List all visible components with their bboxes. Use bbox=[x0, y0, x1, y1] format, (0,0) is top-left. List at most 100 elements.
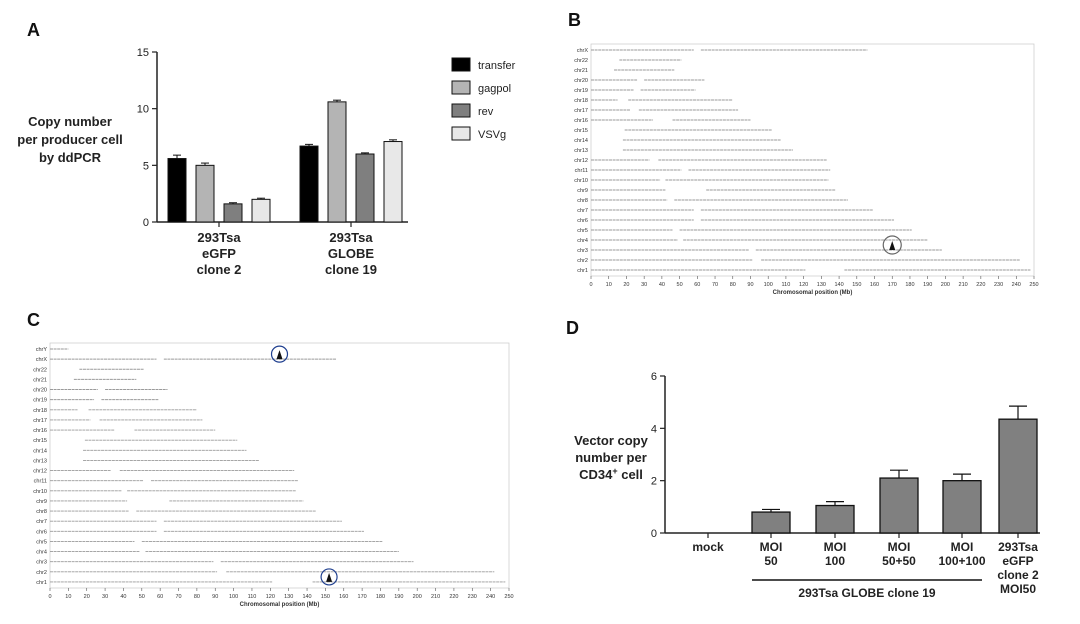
y-tick-label: 4 bbox=[651, 423, 657, 435]
x-tick-label: 110 bbox=[248, 594, 257, 600]
peak-highlight-circle bbox=[270, 345, 289, 363]
bar-transfer bbox=[167, 158, 187, 223]
bar bbox=[998, 418, 1038, 534]
bar bbox=[751, 511, 791, 534]
chromosome-label-chr22: chr22 bbox=[574, 58, 588, 64]
group-label-line: clone 2 bbox=[197, 262, 242, 277]
chromosome-label-chr13: chr13 bbox=[574, 148, 588, 154]
x-tick-label: 210 bbox=[431, 594, 440, 600]
y-axis-label-line: number per bbox=[575, 450, 647, 465]
x-tick-label: 40 bbox=[659, 282, 665, 288]
category-label-line: MOI bbox=[888, 540, 911, 554]
legend-swatch-VSVg bbox=[451, 126, 471, 141]
y-axis-label-line: per producer cell bbox=[17, 132, 122, 147]
x-tick-label: 70 bbox=[712, 282, 718, 288]
bar-VSVg bbox=[251, 198, 271, 223]
chromosome-label-chr8: chr8 bbox=[577, 198, 588, 204]
panel-c-chromosome-plot: chrYchrXchr22chr21chr20chr19chr18chr17ch… bbox=[33, 342, 514, 608]
panel-a-bar-chart: 0 5 10 15 Copy number per producer cell by ddP… bbox=[17, 47, 515, 277]
chromosome-label-chr14: chr14 bbox=[574, 138, 588, 144]
x-tick-label: 60 bbox=[157, 594, 163, 600]
y-tick-label: 6 bbox=[651, 371, 657, 383]
chromosome-label-chr16: chr16 bbox=[574, 118, 588, 124]
legend-label-VSVg: VSVg bbox=[478, 129, 506, 141]
chromosome-label-chr2: chr2 bbox=[36, 570, 47, 576]
panel-label-b: B bbox=[568, 10, 581, 30]
category-label-line: eGFP bbox=[1002, 554, 1033, 568]
x-tick-label: 210 bbox=[959, 282, 968, 288]
group-label: 293Tsa GLOBE clone 19 bbox=[798, 586, 935, 600]
x-tick-label: 180 bbox=[376, 594, 385, 600]
chromosome-label-chr16: chr16 bbox=[33, 428, 47, 434]
y-tick-label: 5 bbox=[143, 160, 149, 172]
y-axis-label-part: + bbox=[612, 466, 617, 476]
x-tick-label: 240 bbox=[1012, 282, 1021, 288]
category-label-line: clone 2 bbox=[997, 568, 1039, 582]
x-tick-label: 130 bbox=[284, 594, 293, 600]
chromosome-label-chr4: chr4 bbox=[36, 550, 47, 556]
chromosome-label-chr18: chr18 bbox=[574, 98, 588, 104]
x-axis-title: Chromosomal position (Mb) bbox=[240, 602, 320, 608]
x-tick-label: 190 bbox=[394, 594, 403, 600]
panel-label-d: D bbox=[566, 318, 579, 338]
chromosome-label-chr10: chr10 bbox=[33, 489, 47, 495]
x-tick-label: 80 bbox=[194, 594, 200, 600]
category-label-line: 100 bbox=[825, 554, 845, 568]
chromosome-label-chr5: chr5 bbox=[36, 539, 47, 545]
chromosome-label-chr9: chr9 bbox=[577, 188, 588, 194]
chromosome-label-chr5: chr5 bbox=[577, 228, 588, 234]
x-tick-label: 140 bbox=[834, 282, 843, 288]
chromosome-label-chr2: chr2 bbox=[577, 258, 588, 264]
x-axis-title: Chromosomal position (Mb) bbox=[773, 290, 853, 296]
integration-peak-chr3 bbox=[889, 241, 896, 250]
category-label-line: 50 bbox=[764, 554, 778, 568]
x-tick-label: 130 bbox=[817, 282, 826, 288]
x-tick-label: 140 bbox=[302, 594, 311, 600]
chromosome-label-chr19: chr19 bbox=[33, 398, 47, 404]
x-tick-label: 50 bbox=[677, 282, 683, 288]
chromosome-label-chr7: chr7 bbox=[577, 208, 588, 214]
bar-VSVg bbox=[383, 141, 403, 223]
chromosome-label-chr14: chr14 bbox=[33, 448, 47, 454]
x-tick-label: 100 bbox=[229, 594, 238, 600]
x-tick-label: 150 bbox=[852, 282, 861, 288]
y-tick-label: 0 bbox=[143, 217, 149, 229]
peak-highlight-circle bbox=[320, 568, 338, 586]
integration-peak-chrX bbox=[276, 350, 283, 360]
chromosome-label-chr8: chr8 bbox=[36, 509, 47, 515]
bar bbox=[942, 480, 982, 534]
chromosome-label-chr15: chr15 bbox=[574, 128, 588, 134]
x-tick-label: 180 bbox=[905, 282, 914, 288]
chromosome-label-chr13: chr13 bbox=[33, 458, 47, 464]
chromosome-label-chrX: chrX bbox=[36, 357, 48, 363]
x-tick-label: 90 bbox=[747, 282, 753, 288]
chromosome-label-chr22: chr22 bbox=[33, 367, 47, 373]
bar-gagpol bbox=[327, 101, 347, 223]
chromosome-label-chr11: chr11 bbox=[575, 168, 588, 174]
chromosome-label-chr18: chr18 bbox=[33, 408, 47, 414]
chromosome-label-chr21: chr21 bbox=[574, 68, 588, 74]
x-tick-label: 90 bbox=[212, 594, 218, 600]
chromosome-label-chr17: chr17 bbox=[574, 108, 588, 114]
y-tick-label: 0 bbox=[651, 528, 657, 540]
chromosome-label-chr4: chr4 bbox=[577, 238, 588, 244]
category-label-line: mock bbox=[692, 540, 724, 554]
panel-label-a: A bbox=[27, 20, 40, 40]
chromosome-label-chr21: chr21 bbox=[33, 377, 47, 383]
category-label-line: MOI bbox=[951, 540, 974, 554]
group-label-line: eGFP bbox=[202, 246, 236, 261]
x-tick-label: 240 bbox=[486, 594, 495, 600]
y-axis-label-line: Vector copy bbox=[574, 433, 648, 448]
x-tick-label: 0 bbox=[589, 282, 592, 288]
group-label-line: clone 19 bbox=[325, 262, 377, 277]
chromosome-label-chr6: chr6 bbox=[577, 218, 588, 224]
x-tick-label: 250 bbox=[504, 594, 513, 600]
x-tick-label: 200 bbox=[413, 594, 422, 600]
panel-label-c: C bbox=[27, 310, 40, 330]
legend-label-gagpol: gagpol bbox=[478, 83, 511, 95]
x-tick-label: 0 bbox=[48, 594, 51, 600]
x-tick-label: 50 bbox=[139, 594, 145, 600]
category-label-line: MOI bbox=[824, 540, 847, 554]
chromosome-label-chr19: chr19 bbox=[574, 88, 588, 94]
